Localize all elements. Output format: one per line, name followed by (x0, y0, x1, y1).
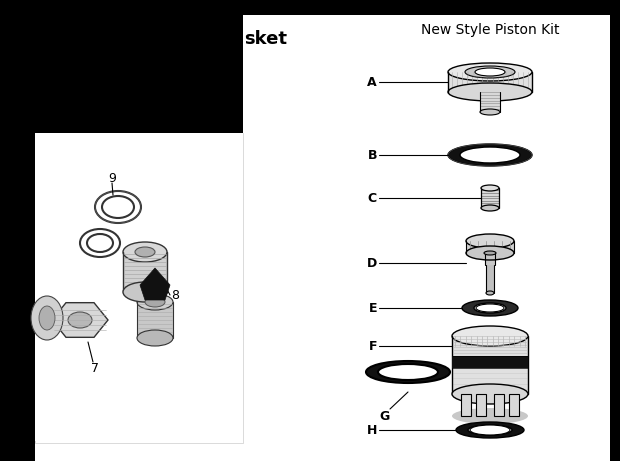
Ellipse shape (460, 147, 520, 163)
Ellipse shape (135, 247, 155, 257)
Bar (35, 0, 243, 133)
Text: E: E (368, 301, 377, 314)
Text: A: A (368, 76, 377, 89)
Ellipse shape (31, 296, 63, 340)
Text: sket: sket (244, 30, 287, 48)
Bar (35, 133, 243, 443)
Ellipse shape (123, 242, 167, 262)
Text: F: F (368, 339, 377, 353)
Ellipse shape (484, 251, 496, 255)
Bar (123, 252, 167, 292)
Ellipse shape (378, 364, 438, 380)
Ellipse shape (468, 425, 512, 435)
Ellipse shape (452, 384, 528, 404)
Text: 9: 9 (108, 171, 116, 184)
Bar (476, 394, 486, 416)
Bar (461, 394, 471, 416)
Ellipse shape (68, 312, 92, 328)
Bar (466, 241, 514, 253)
Text: 8: 8 (171, 289, 179, 301)
Ellipse shape (474, 303, 506, 313)
Bar (494, 394, 504, 416)
Text: D: D (367, 256, 377, 270)
Ellipse shape (137, 330, 173, 346)
Text: G: G (379, 410, 390, 423)
Ellipse shape (456, 422, 524, 438)
Bar (137, 302, 173, 338)
Ellipse shape (95, 191, 141, 223)
Text: C: C (368, 191, 377, 205)
Ellipse shape (466, 246, 514, 260)
Bar (0, 0, 620, 15)
Ellipse shape (475, 68, 505, 76)
Text: New Style Piston Kit: New Style Piston Kit (421, 23, 559, 37)
Bar (243, 0, 373, 15)
Ellipse shape (481, 185, 499, 191)
Ellipse shape (87, 234, 113, 252)
Ellipse shape (39, 306, 55, 330)
Bar (452, 356, 528, 368)
Ellipse shape (452, 326, 528, 346)
Ellipse shape (448, 144, 532, 166)
Ellipse shape (448, 83, 532, 101)
Ellipse shape (448, 63, 532, 81)
Text: 7: 7 (91, 361, 99, 374)
Polygon shape (52, 303, 108, 337)
Bar (452, 336, 528, 394)
Bar (452, 368, 528, 394)
Ellipse shape (102, 196, 134, 218)
Ellipse shape (486, 291, 494, 295)
Bar (448, 72, 532, 92)
Ellipse shape (452, 408, 528, 424)
Ellipse shape (137, 294, 173, 310)
Ellipse shape (465, 66, 515, 78)
Text: B: B (368, 148, 377, 161)
Bar (486, 265, 494, 293)
Bar (35, 133, 243, 441)
Ellipse shape (470, 425, 510, 435)
Ellipse shape (462, 300, 518, 316)
Ellipse shape (466, 234, 514, 248)
Bar (480, 92, 500, 112)
Bar (0, 0, 35, 461)
Ellipse shape (476, 304, 504, 312)
Bar (485, 253, 495, 265)
Ellipse shape (123, 282, 167, 302)
Ellipse shape (480, 109, 500, 115)
Bar (481, 188, 499, 208)
Ellipse shape (80, 229, 120, 257)
Polygon shape (140, 268, 170, 300)
Ellipse shape (366, 361, 450, 383)
Text: H: H (366, 424, 377, 437)
Ellipse shape (481, 205, 499, 211)
Bar (509, 394, 519, 416)
Bar (610, 0, 620, 461)
Ellipse shape (145, 297, 165, 307)
Bar (243, 0, 620, 15)
